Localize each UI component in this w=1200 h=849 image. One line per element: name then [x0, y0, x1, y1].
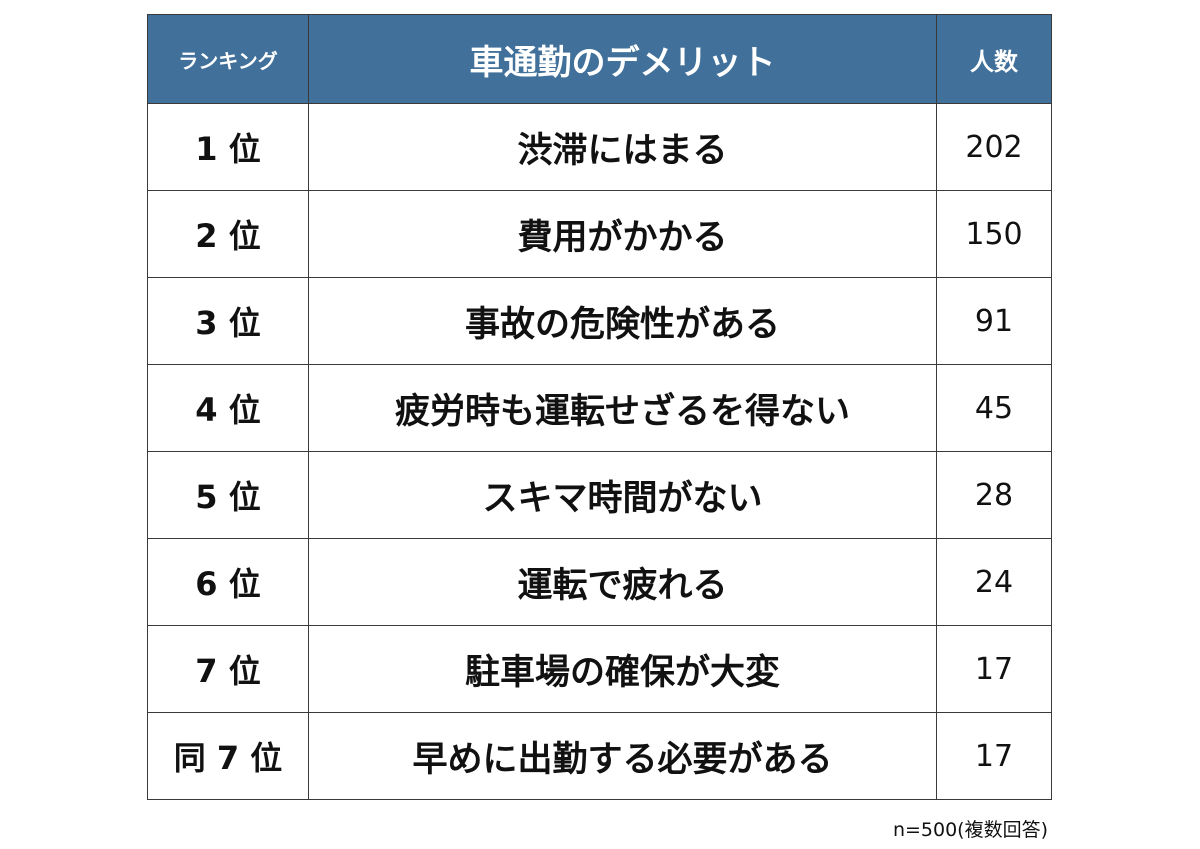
rank-cell: 同 7 位	[147, 712, 309, 800]
rank-cell: 6 位	[147, 538, 309, 626]
rank-cell: 5 位	[147, 451, 309, 539]
item-cell: 疲労時も運転せざるを得ない	[308, 364, 937, 452]
table-row: 6 位 運転で疲れる 24	[147, 538, 1052, 626]
header-ranking: ランキング	[147, 14, 309, 104]
table-row: 4 位 疲労時も運転せざるを得ない 45	[147, 364, 1052, 452]
rank-cell: 3 位	[147, 277, 309, 365]
item-cell: 費用がかかる	[308, 190, 937, 278]
rank-cell: 2 位	[147, 190, 309, 278]
item-cell: 駐車場の確保が大変	[308, 625, 937, 713]
table-row: 2 位 費用がかかる 150	[147, 190, 1052, 278]
item-cell: 事故の危険性がある	[308, 277, 937, 365]
count-cell: 17	[936, 712, 1052, 800]
table-row: 3 位 事故の危険性がある 91	[147, 277, 1052, 365]
count-cell: 45	[936, 364, 1052, 452]
count-cell: 91	[936, 277, 1052, 365]
count-cell: 28	[936, 451, 1052, 539]
count-cell: 24	[936, 538, 1052, 626]
sample-size-note: n=500(複数回答)	[892, 819, 1048, 841]
rank-cell: 1 位	[147, 103, 309, 191]
count-cell: 17	[936, 625, 1052, 713]
rank-cell: 4 位	[147, 364, 309, 452]
header-count: 人数	[936, 14, 1052, 104]
table-row: 7 位 駐車場の確保が大変 17	[147, 625, 1052, 713]
table-row: 同 7 位 早めに出勤する必要がある 17	[147, 712, 1052, 800]
table-row: 1 位 渋滞にはまる 202	[147, 103, 1052, 191]
item-cell: 運転で疲れる	[308, 538, 937, 626]
count-cell: 202	[936, 103, 1052, 191]
header-item: 車通勤のデメリット	[308, 14, 937, 104]
count-cell: 150	[936, 190, 1052, 278]
rank-cell: 7 位	[147, 625, 309, 713]
item-cell: 早めに出勤する必要がある	[308, 712, 937, 800]
item-cell: スキマ時間がない	[308, 451, 937, 539]
table-header-row: ランキング 車通勤のデメリット 人数	[147, 14, 1052, 104]
table-row: 5 位 スキマ時間がない 28	[147, 451, 1052, 539]
item-cell: 渋滞にはまる	[308, 103, 937, 191]
ranking-table: ランキング 車通勤のデメリット 人数 1 位 渋滞にはまる 202 2 位 費用…	[147, 14, 1052, 800]
